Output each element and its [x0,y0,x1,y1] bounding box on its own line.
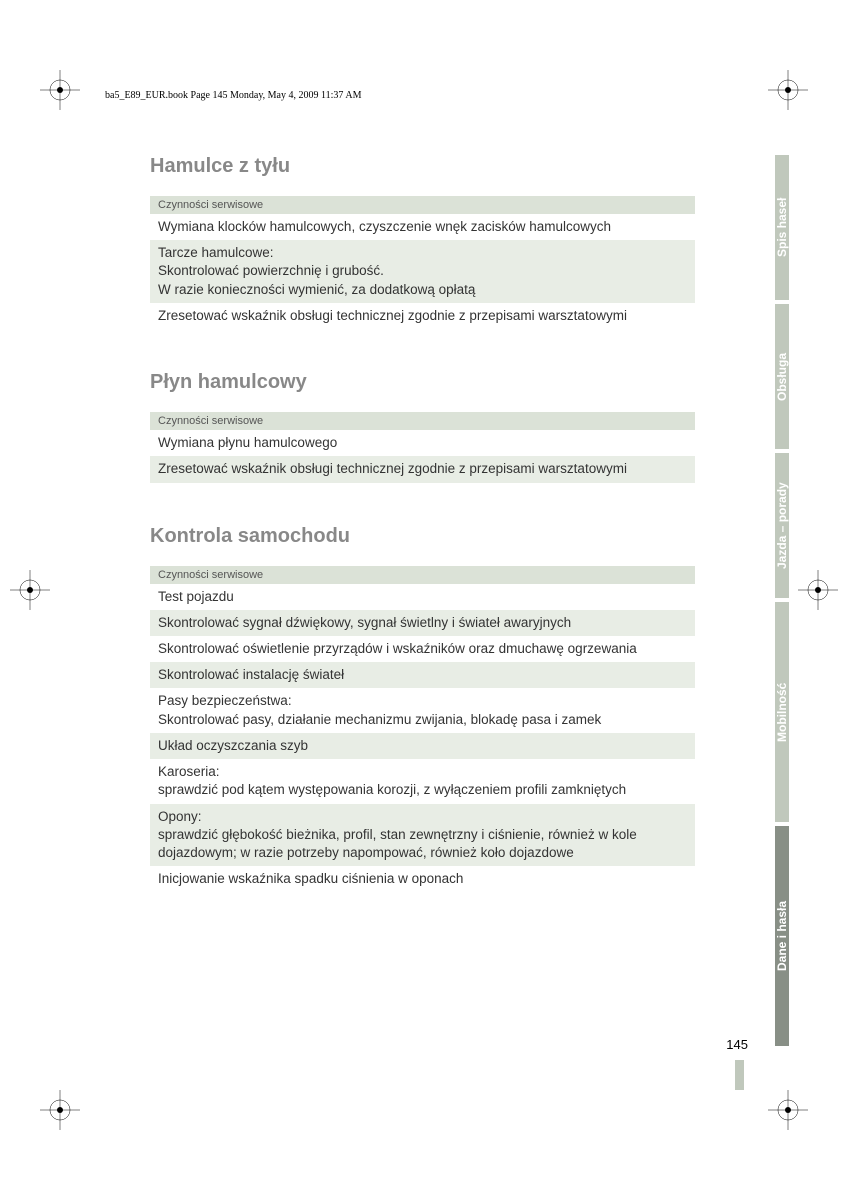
table-row: Układ oczyszczania szyb [150,733,695,759]
table-header: Czynności serwisowe [150,566,695,584]
side-tab: Spis haseł [775,155,789,300]
crop-mark-icon [768,1090,808,1130]
table-row: Skontrolować sygnał dźwiękowy, sygnał św… [150,610,695,636]
crop-mark-icon [768,70,808,110]
table-header: Czynności serwisowe [150,412,695,430]
table-row: Tarcze hamulcowe: Skontrolować powierzch… [150,240,695,303]
side-tabs: Spis haseł Obsługa Jazda – porady Mobilność… [775,155,803,1050]
page-mark [735,1060,744,1090]
table-row: Skontrolować instalację świateł [150,662,695,688]
table-row: Skontrolować oświetlenie przyrządów i ws… [150,636,695,662]
table-header: Czynności serwisowe [150,196,695,214]
section-title: Hamulce z tyłu [150,155,695,178]
side-tab: Mobilność [775,602,789,822]
section-title: Kontrola samochodu [150,525,695,548]
table-row: Karoseria: sprawdzić pod kątem występowa… [150,759,695,803]
main-content: Hamulce z tyłuCzynności serwisoweWymiana… [150,155,695,892]
table-row: Opony: sprawdzić głębokość bieżnika, pro… [150,804,695,867]
crop-mark-icon [798,570,838,610]
page-number: 145 [726,1037,748,1052]
crop-mark-icon [40,70,80,110]
table-row: Pasy bezpieczeństwa: Skontrolować pasy, … [150,688,695,732]
side-tab: Obsługa [775,304,789,449]
table-row: Inicjowanie wskaźnika spadku ciśnienia w… [150,866,695,892]
table-row: Zresetować wskaźnik obsługi technicznej … [150,456,695,482]
crop-mark-icon [40,1090,80,1130]
section-title: Płyn hamulcowy [150,371,695,394]
table-row: Wymiana płynu hamulcowego [150,430,695,456]
side-tab: Dane i hasła [775,826,789,1046]
table-row: Wymiana klocków hamulcowych, czyszczenie… [150,214,695,240]
document-header-line: ba5_E89_EUR.book Page 145 Monday, May 4,… [105,90,361,101]
table-row: Test pojazdu [150,584,695,610]
table-row: Zresetować wskaźnik obsługi technicznej … [150,303,695,329]
side-tab: Jazda – porady [775,453,789,598]
crop-mark-icon [10,570,50,610]
